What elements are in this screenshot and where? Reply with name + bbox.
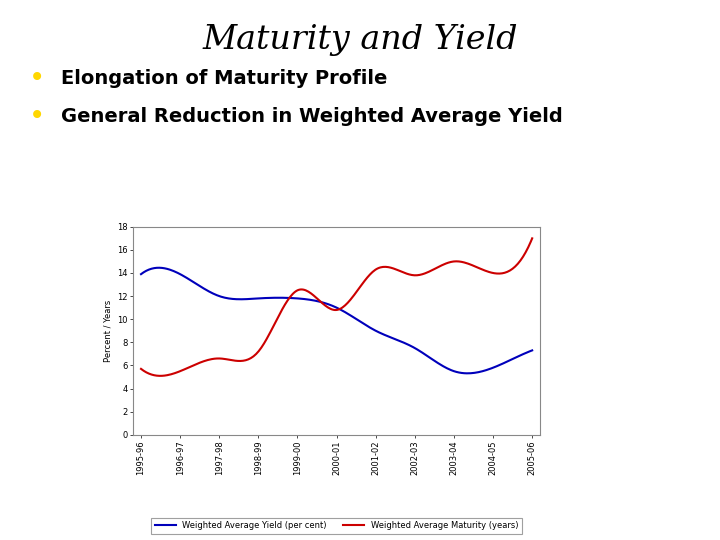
- Text: •: •: [29, 102, 45, 130]
- Text: •: •: [29, 64, 45, 92]
- Text: General Reduction in Weighted Average Yield: General Reduction in Weighted Average Yi…: [61, 106, 563, 126]
- Legend: Weighted Average Yield (per cent), Weighted Average Maturity (years): Weighted Average Yield (per cent), Weigh…: [151, 518, 522, 534]
- Y-axis label: Percent / Years: Percent / Years: [104, 300, 113, 362]
- Text: Elongation of Maturity Profile: Elongation of Maturity Profile: [61, 69, 387, 88]
- Text: Maturity and Yield: Maturity and Yield: [202, 24, 518, 56]
